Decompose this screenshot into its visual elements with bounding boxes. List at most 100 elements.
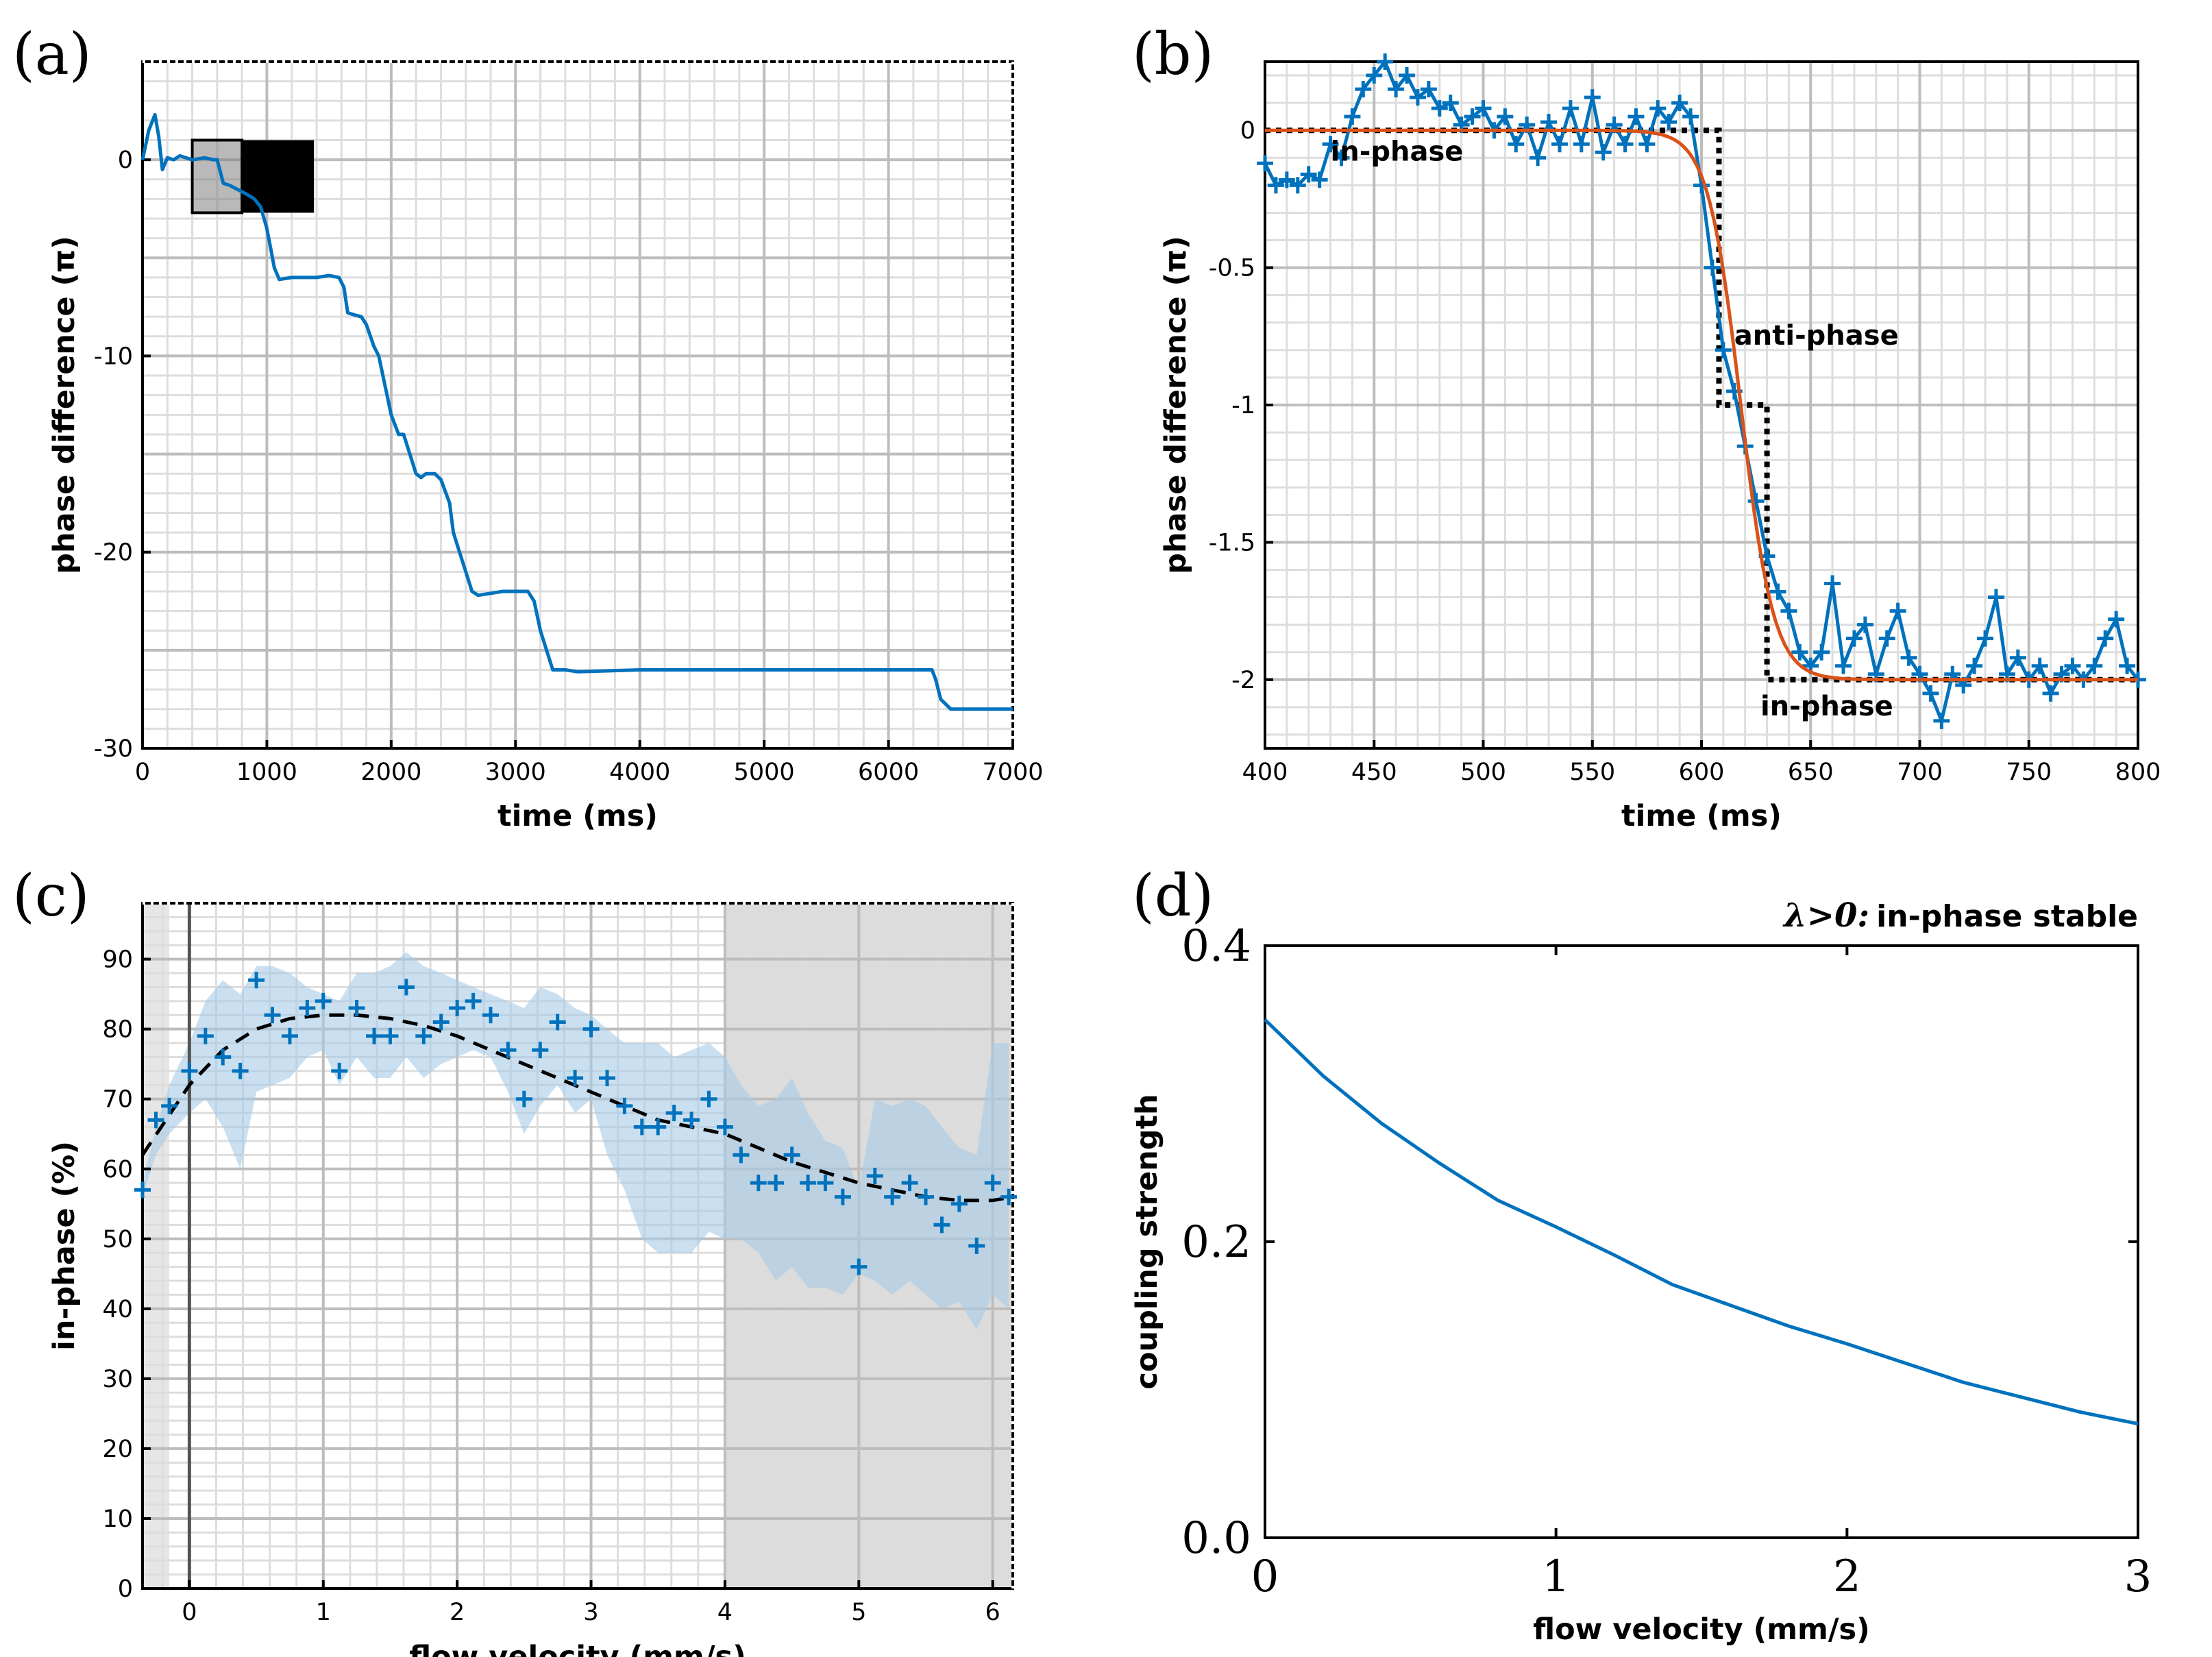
data-marker (1399, 67, 1416, 84)
data-marker (161, 1097, 178, 1114)
data-marker (382, 1027, 399, 1044)
data-marker (181, 1062, 198, 1079)
data-marker (532, 1042, 549, 1059)
data-marker (1780, 602, 1797, 619)
inset-label: (b) (252, 151, 303, 192)
data-marker (901, 1175, 918, 1192)
x-tick-label: 600 (1679, 759, 1725, 786)
data-marker (1497, 108, 1514, 125)
data-marker (2031, 657, 2048, 674)
data-marker (1747, 493, 1765, 510)
y-axis-label: coupling strength (1130, 1094, 1164, 1389)
data-marker (1824, 575, 1841, 592)
data-marker (1715, 341, 1732, 358)
x-tick-label: 1000 (236, 759, 297, 786)
x-axis-label: flow velocity (mm/s) (409, 1640, 746, 1657)
data-marker (1540, 114, 1558, 131)
data-marker (2064, 657, 2081, 674)
data-marker (598, 1070, 615, 1087)
x-axis-label: time (ms) (497, 799, 658, 833)
data-marker (1000, 1188, 1018, 1205)
data-marker (750, 1175, 767, 1192)
data-marker (515, 1090, 532, 1107)
data-marker (482, 1007, 499, 1024)
data-marker (1322, 136, 1339, 153)
data-marker (683, 1112, 700, 1129)
data-marker (1388, 81, 1405, 98)
x-tick-label: 2000 (360, 759, 421, 786)
grid (1264, 62, 2139, 748)
confidence-band (143, 952, 1009, 1330)
x-axis-label: flow velocity (mm/s) (1533, 1612, 1870, 1647)
data-marker (197, 1027, 214, 1044)
plot-frame (141, 902, 1014, 1590)
panel-label: (c) (12, 862, 90, 929)
x-tick-label: 400 (1242, 759, 1288, 786)
stability-text: in-phase stable (1876, 899, 2138, 934)
x-tick-label: 1 (316, 1599, 331, 1626)
data-marker (650, 1118, 667, 1136)
panel-b: 400 450 500 550 600 650 700 750 800 0 -0.5 -1 -1.5 -2… (1132, 21, 2161, 833)
x-tick-label: 0 (182, 1599, 197, 1626)
x-tick-label: 450 (1351, 759, 1397, 786)
data-marker (264, 1007, 281, 1024)
data-marker (2042, 685, 2059, 702)
panel-label: (d) (1132, 862, 1214, 929)
data-marker (1420, 81, 1437, 98)
y-tick-label: -30 (94, 735, 133, 763)
x-tick-label: 550 (1569, 759, 1615, 786)
y-tick-label: 20 (102, 1436, 133, 1463)
data-marker (1595, 144, 1612, 161)
data-marker (1987, 589, 2004, 606)
annotation-in-phase-start: in-phase (1331, 136, 1464, 167)
data-marker (1300, 166, 1317, 183)
y-axis-label: in-phase (%) (47, 1141, 82, 1351)
y-tick-label: 10 (102, 1506, 133, 1533)
data-marker (549, 1014, 566, 1031)
x-tick-label: 5000 (734, 759, 795, 786)
annotation-in-phase-end: in-phase (1760, 691, 1893, 722)
data-marker (1289, 177, 1306, 194)
data-marker (500, 1042, 517, 1059)
data-marker (884, 1188, 901, 1205)
y-tick-label: 80 (102, 1016, 133, 1044)
data-marker (2086, 657, 2103, 674)
y-tick-label: 0 (118, 147, 133, 174)
x-tick-label: 1 (1542, 1551, 1570, 1602)
data-marker (866, 1167, 883, 1184)
data-marker (415, 1027, 432, 1044)
x-tick-label: 4000 (609, 759, 670, 786)
y-tick-label: 50 (102, 1226, 133, 1253)
data-marker (1889, 602, 1906, 619)
plot-frame (141, 60, 1014, 750)
shaded-region-left (143, 903, 170, 1588)
data-marker (348, 1000, 365, 1017)
data-marker (1878, 630, 1895, 647)
data-marker (449, 1000, 466, 1017)
data-marker (2119, 657, 2136, 674)
panel-label: (a) (12, 21, 92, 88)
data-marker (1856, 616, 1873, 633)
x-tick-label: 3 (2124, 1551, 2152, 1602)
panel-d: 0 1 2 3 0.0 0.2 0.4 flow velocity (mm/s) couplin… (1130, 862, 2152, 1647)
y-tick-label: 0 (1240, 117, 1255, 145)
data-marker (1649, 100, 1667, 117)
x-tick-label: 4 (717, 1599, 733, 1626)
data-marker (918, 1188, 934, 1205)
x-tick-label: 3 (583, 1599, 598, 1626)
y-tick-label: 70 (102, 1086, 133, 1114)
y-tick-label: 30 (102, 1366, 133, 1393)
x-tick-label: 2 (450, 1599, 465, 1626)
x-tick-label: 500 (1460, 759, 1506, 786)
data-marker (1355, 81, 1372, 98)
x-tick-label: 650 (1788, 759, 1834, 786)
data-marker (1475, 100, 1492, 117)
data-marker (214, 1048, 232, 1066)
y-tick-label: -10 (94, 343, 133, 370)
data-marker (1671, 95, 1688, 112)
data-marker (1966, 657, 1983, 674)
stability-condition: λ>0: (1782, 896, 1869, 935)
data-marker (716, 1118, 733, 1136)
data-marker (616, 1097, 633, 1114)
